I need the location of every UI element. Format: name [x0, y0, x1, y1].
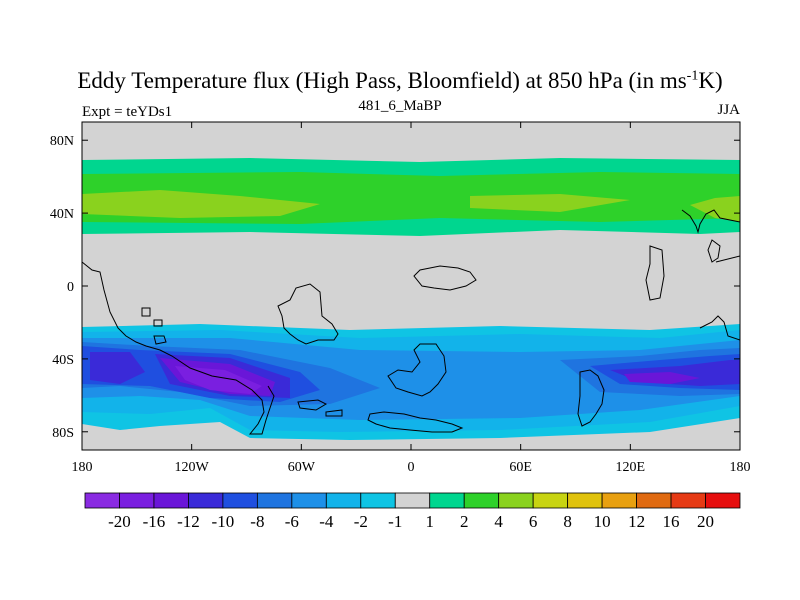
colorbar-label: 12 [628, 512, 645, 531]
colorbar-label: -20 [108, 512, 131, 531]
coastline-pacific-west [699, 315, 740, 341]
colorbar-swatch [325, 492, 362, 509]
coastlines [82, 209, 740, 435]
season-label: JJA [717, 102, 740, 118]
colorbar-label: 10 [594, 512, 611, 531]
coastline-australia [577, 369, 605, 427]
colorbar-swatch [256, 492, 293, 509]
colorbar-swatch [567, 492, 603, 509]
colorbar-label: -4 [319, 512, 334, 531]
y-tick-label: 40S [52, 353, 74, 368]
colorbar-label: 6 [529, 512, 538, 531]
colorbar-swatch [84, 492, 120, 509]
colorbar-label: 16 [663, 512, 680, 531]
colorbar: -20 -16 -12 -10 -8 -6 -4 -2 -1 1 2 4 6 8 10 12 16 20 [84, 492, 741, 531]
y-tick-label: 80S [52, 426, 74, 441]
coastline-small-islands [141, 307, 167, 345]
x-axis: 180 120W 60W 0 60E 120E 180 [72, 122, 751, 475]
colorbar-label: 1 [425, 512, 434, 531]
coastline-africa [277, 283, 339, 345]
x-tick-label: 180 [72, 460, 93, 475]
colorbar-swatch [188, 492, 224, 509]
colorbar-swatch [498, 492, 534, 509]
colorbar-label: 4 [494, 512, 503, 531]
colorbar-swatch [119, 492, 155, 509]
y-tick-label: 0 [67, 280, 74, 295]
colorbar-swatch [636, 492, 672, 509]
colorbar-swatch [429, 492, 465, 509]
colorbar-label: -10 [212, 512, 235, 531]
colorbar-swatch [463, 492, 500, 509]
colorbar-label: -6 [285, 512, 299, 531]
x-tick-label: 120E [616, 460, 646, 475]
colorbar-label: -1 [388, 512, 402, 531]
colorbar-label: -16 [143, 512, 166, 531]
colorbar-label: -8 [250, 512, 264, 531]
colorbar-swatch [291, 492, 327, 509]
colorbar-swatch [532, 492, 569, 509]
colorbar-label: 8 [563, 512, 572, 531]
y-axis: 80N 40N 0 40S 80S [50, 134, 740, 441]
colorbar-swatch [222, 492, 258, 509]
colorbar-swatch [153, 492, 189, 509]
coastline-indian-ocean-island [413, 265, 477, 291]
y-tick-label: 80N [50, 134, 74, 149]
colorbar-label: -2 [354, 512, 368, 531]
x-tick-label: 0 [408, 460, 415, 475]
experiment-label: Expt = teYDs1 [82, 104, 173, 120]
colorbar-swatch [670, 492, 706, 509]
x-tick-label: 120W [175, 460, 210, 475]
coastline-americas [82, 261, 275, 435]
sh-band-minus16 [175, 366, 262, 394]
coastline-asia-pacific [681, 209, 740, 234]
colorbar-swatch [601, 492, 637, 509]
colorbar-label: 2 [460, 512, 469, 531]
x-tick-label: 180 [730, 460, 751, 475]
nh-band-6 [82, 190, 740, 222]
colorbar-label: 20 [697, 512, 714, 531]
y-tick-label: 40N [50, 207, 74, 222]
colorbar-swatch [360, 492, 396, 509]
chart-title: Eddy Temperature flux (High Pass, Bloomf… [77, 68, 723, 93]
run-id-label: 481_6_MaBP [358, 98, 442, 114]
field-layer [82, 122, 740, 450]
x-tick-label: 60W [288, 460, 316, 475]
colorbar-label: -12 [177, 512, 200, 531]
colorbar-swatch [394, 492, 431, 509]
x-tick-label: 60E [509, 460, 532, 475]
coastline-eurasia-east [645, 239, 740, 301]
coastline-southern-islands [297, 343, 464, 433]
colorbar-swatch [705, 492, 741, 509]
